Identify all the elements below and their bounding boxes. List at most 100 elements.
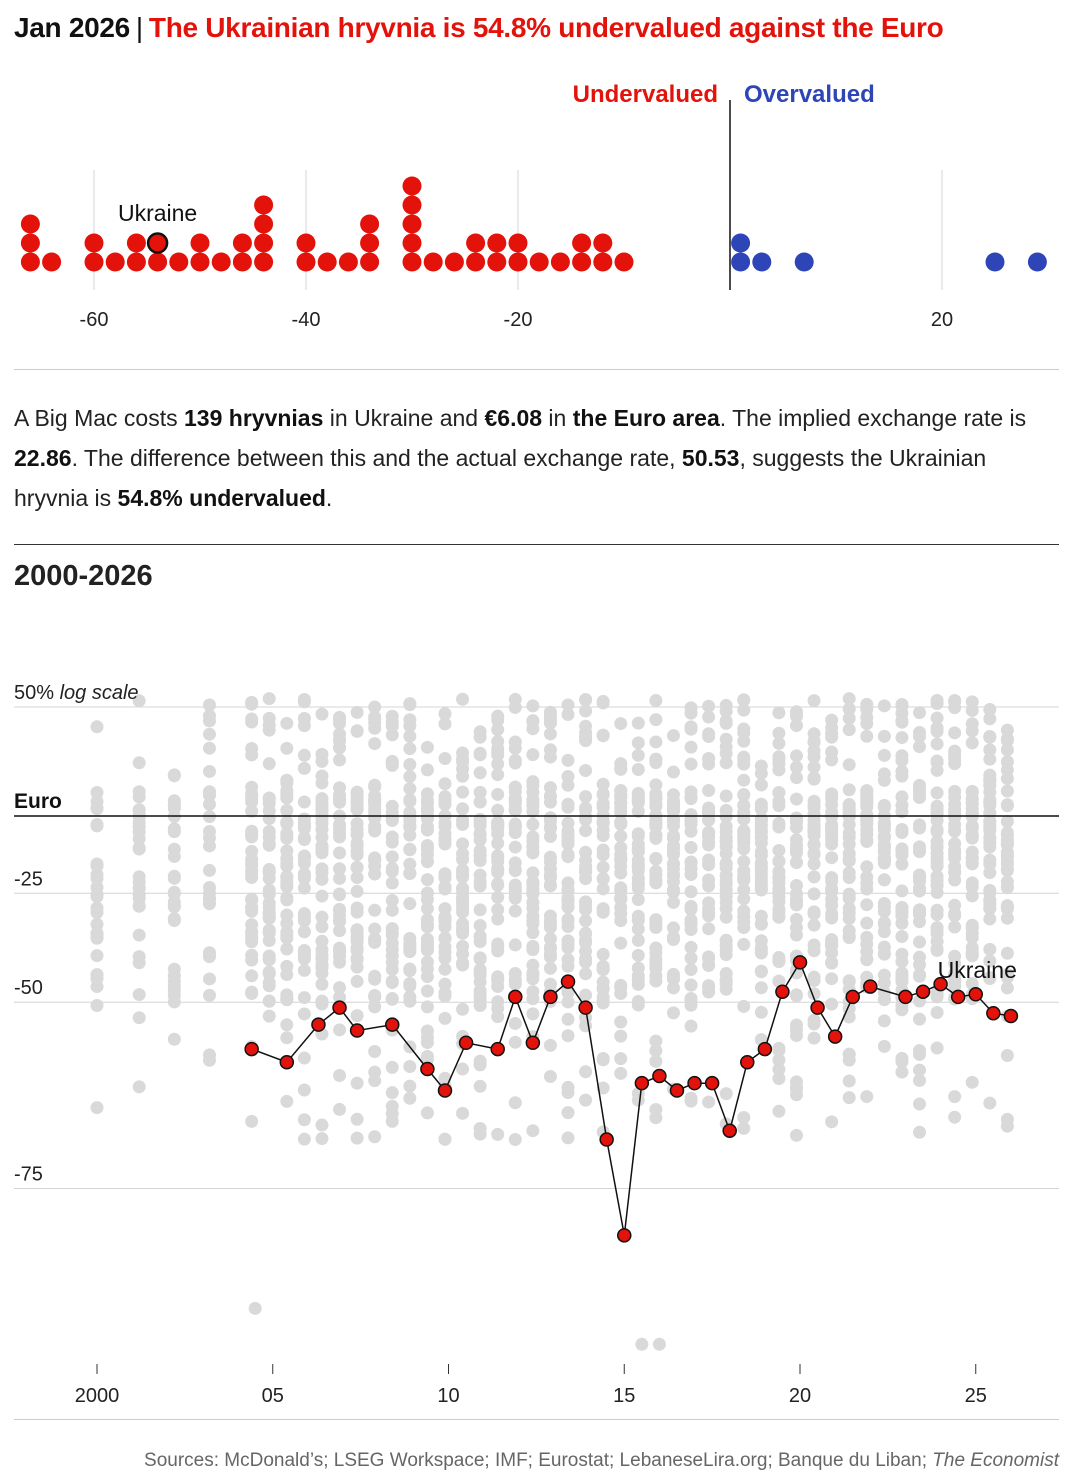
other-country-dot xyxy=(948,790,962,804)
ts-x-tick-label: 15 xyxy=(613,1385,635,1407)
headline-separator: | xyxy=(135,12,143,43)
other-country-dot xyxy=(948,1090,962,1104)
other-country-dot xyxy=(526,699,540,713)
other-country-dot xyxy=(965,819,979,833)
other-country-dot xyxy=(403,698,417,712)
other-country-dot xyxy=(983,785,997,799)
other-country-dot xyxy=(508,883,522,897)
other-country-dot xyxy=(913,845,927,859)
other-country-dot xyxy=(948,909,962,923)
other-country-dot xyxy=(315,994,329,1008)
other-country-dot xyxy=(913,1012,927,1026)
other-country-dot xyxy=(948,701,962,715)
other-country-dot xyxy=(579,967,593,981)
other-country-dot xyxy=(983,942,997,956)
other-country-dot xyxy=(438,977,452,991)
section-divider xyxy=(14,544,1059,545)
other-country-dot xyxy=(526,866,540,880)
other-country-dot xyxy=(965,977,979,991)
other-country-dot xyxy=(350,905,364,919)
other-country-dot xyxy=(333,990,347,1004)
other-country-dot xyxy=(614,1066,628,1080)
other-country-dot xyxy=(491,912,505,926)
other-country-dot xyxy=(1000,755,1014,769)
other-country-dot xyxy=(754,1005,768,1019)
other-country-dot xyxy=(368,802,382,816)
other-country-dot xyxy=(754,800,768,814)
divider xyxy=(14,369,1059,370)
other-country-dot xyxy=(202,947,216,961)
other-country-dot xyxy=(895,731,909,745)
other-country-dot xyxy=(895,1003,909,1017)
other-country-dot xyxy=(895,947,909,961)
other-country-dot xyxy=(491,836,505,850)
other-country-dot xyxy=(579,927,593,941)
other-country-dot xyxy=(772,954,786,968)
undervalued-dot xyxy=(105,252,125,272)
other-country-dot xyxy=(132,1080,146,1094)
other-country-dot xyxy=(420,943,434,957)
other-country-dot xyxy=(333,1102,347,1116)
desc-text: . The implied exchange rate is xyxy=(719,405,1027,431)
other-country-dot xyxy=(614,829,628,843)
other-country-dot xyxy=(684,917,698,931)
other-country-dot xyxy=(508,904,522,918)
other-country-dot xyxy=(543,781,557,795)
ts-y-tick-label: -25 xyxy=(14,868,43,890)
other-country-dot xyxy=(438,1071,452,1085)
other-country-dot xyxy=(684,757,698,771)
other-country-dot xyxy=(262,906,276,920)
other-country-dot xyxy=(543,869,557,883)
other-country-dot xyxy=(842,723,856,737)
other-country-dot xyxy=(825,997,839,1011)
other-country-dot xyxy=(983,743,997,757)
other-country-dot xyxy=(526,1124,540,1138)
other-country-dot xyxy=(860,1090,874,1104)
other-country-dot xyxy=(860,833,874,847)
other-country-dot xyxy=(596,981,610,995)
other-country-dot xyxy=(420,854,434,868)
other-country-dot xyxy=(385,864,399,878)
other-country-dot xyxy=(719,746,733,760)
other-country-dot xyxy=(368,990,382,1004)
other-country-dot xyxy=(596,777,610,791)
other-country-dot xyxy=(666,895,680,909)
other-country-dot xyxy=(842,702,856,716)
other-country-dot xyxy=(877,873,891,887)
other-country-dot xyxy=(132,875,146,889)
other-country-dot xyxy=(420,984,434,998)
other-country-dot xyxy=(368,700,382,714)
timeseries-y-ticks: -25 -50 -75 xyxy=(14,868,43,1185)
ukraine-series-point xyxy=(578,1000,593,1015)
other-country-dot xyxy=(262,718,276,732)
undervalued-dot xyxy=(423,252,443,272)
other-country-dot xyxy=(297,1007,311,1021)
other-country-dot xyxy=(860,729,874,743)
other-country-dot xyxy=(132,756,146,770)
other-country-dot xyxy=(202,839,216,853)
other-country-dot xyxy=(842,830,856,844)
other-country-dot xyxy=(368,712,382,726)
other-country-dot xyxy=(456,837,470,851)
other-country-dot xyxy=(333,888,347,902)
other-country-dot xyxy=(473,875,487,889)
other-country-dot xyxy=(860,784,874,798)
other-country-dot xyxy=(1000,911,1014,925)
other-country-dot xyxy=(385,850,399,864)
dot-chart-x-ticks: -60 -40 -20 20 xyxy=(80,309,954,331)
ukraine-series-point xyxy=(1003,1008,1019,1024)
other-country-dot xyxy=(350,974,364,988)
other-country-dot xyxy=(579,692,593,706)
other-country-dot xyxy=(368,1065,382,1079)
undervalued-dot xyxy=(42,252,62,272)
other-country-dot xyxy=(561,850,575,864)
other-country-dot xyxy=(860,860,874,874)
other-country-dot xyxy=(877,946,891,960)
other-country-dot xyxy=(684,720,698,734)
other-country-dot xyxy=(719,698,733,712)
euro-baseline-label: Euro xyxy=(14,790,62,813)
log-scale-note-text: log scale xyxy=(60,682,139,704)
other-country-dot xyxy=(90,720,104,734)
other-country-dot xyxy=(526,901,540,915)
headline-title: The Ukrainian hryvnia is 54.8% undervalu… xyxy=(148,12,944,43)
